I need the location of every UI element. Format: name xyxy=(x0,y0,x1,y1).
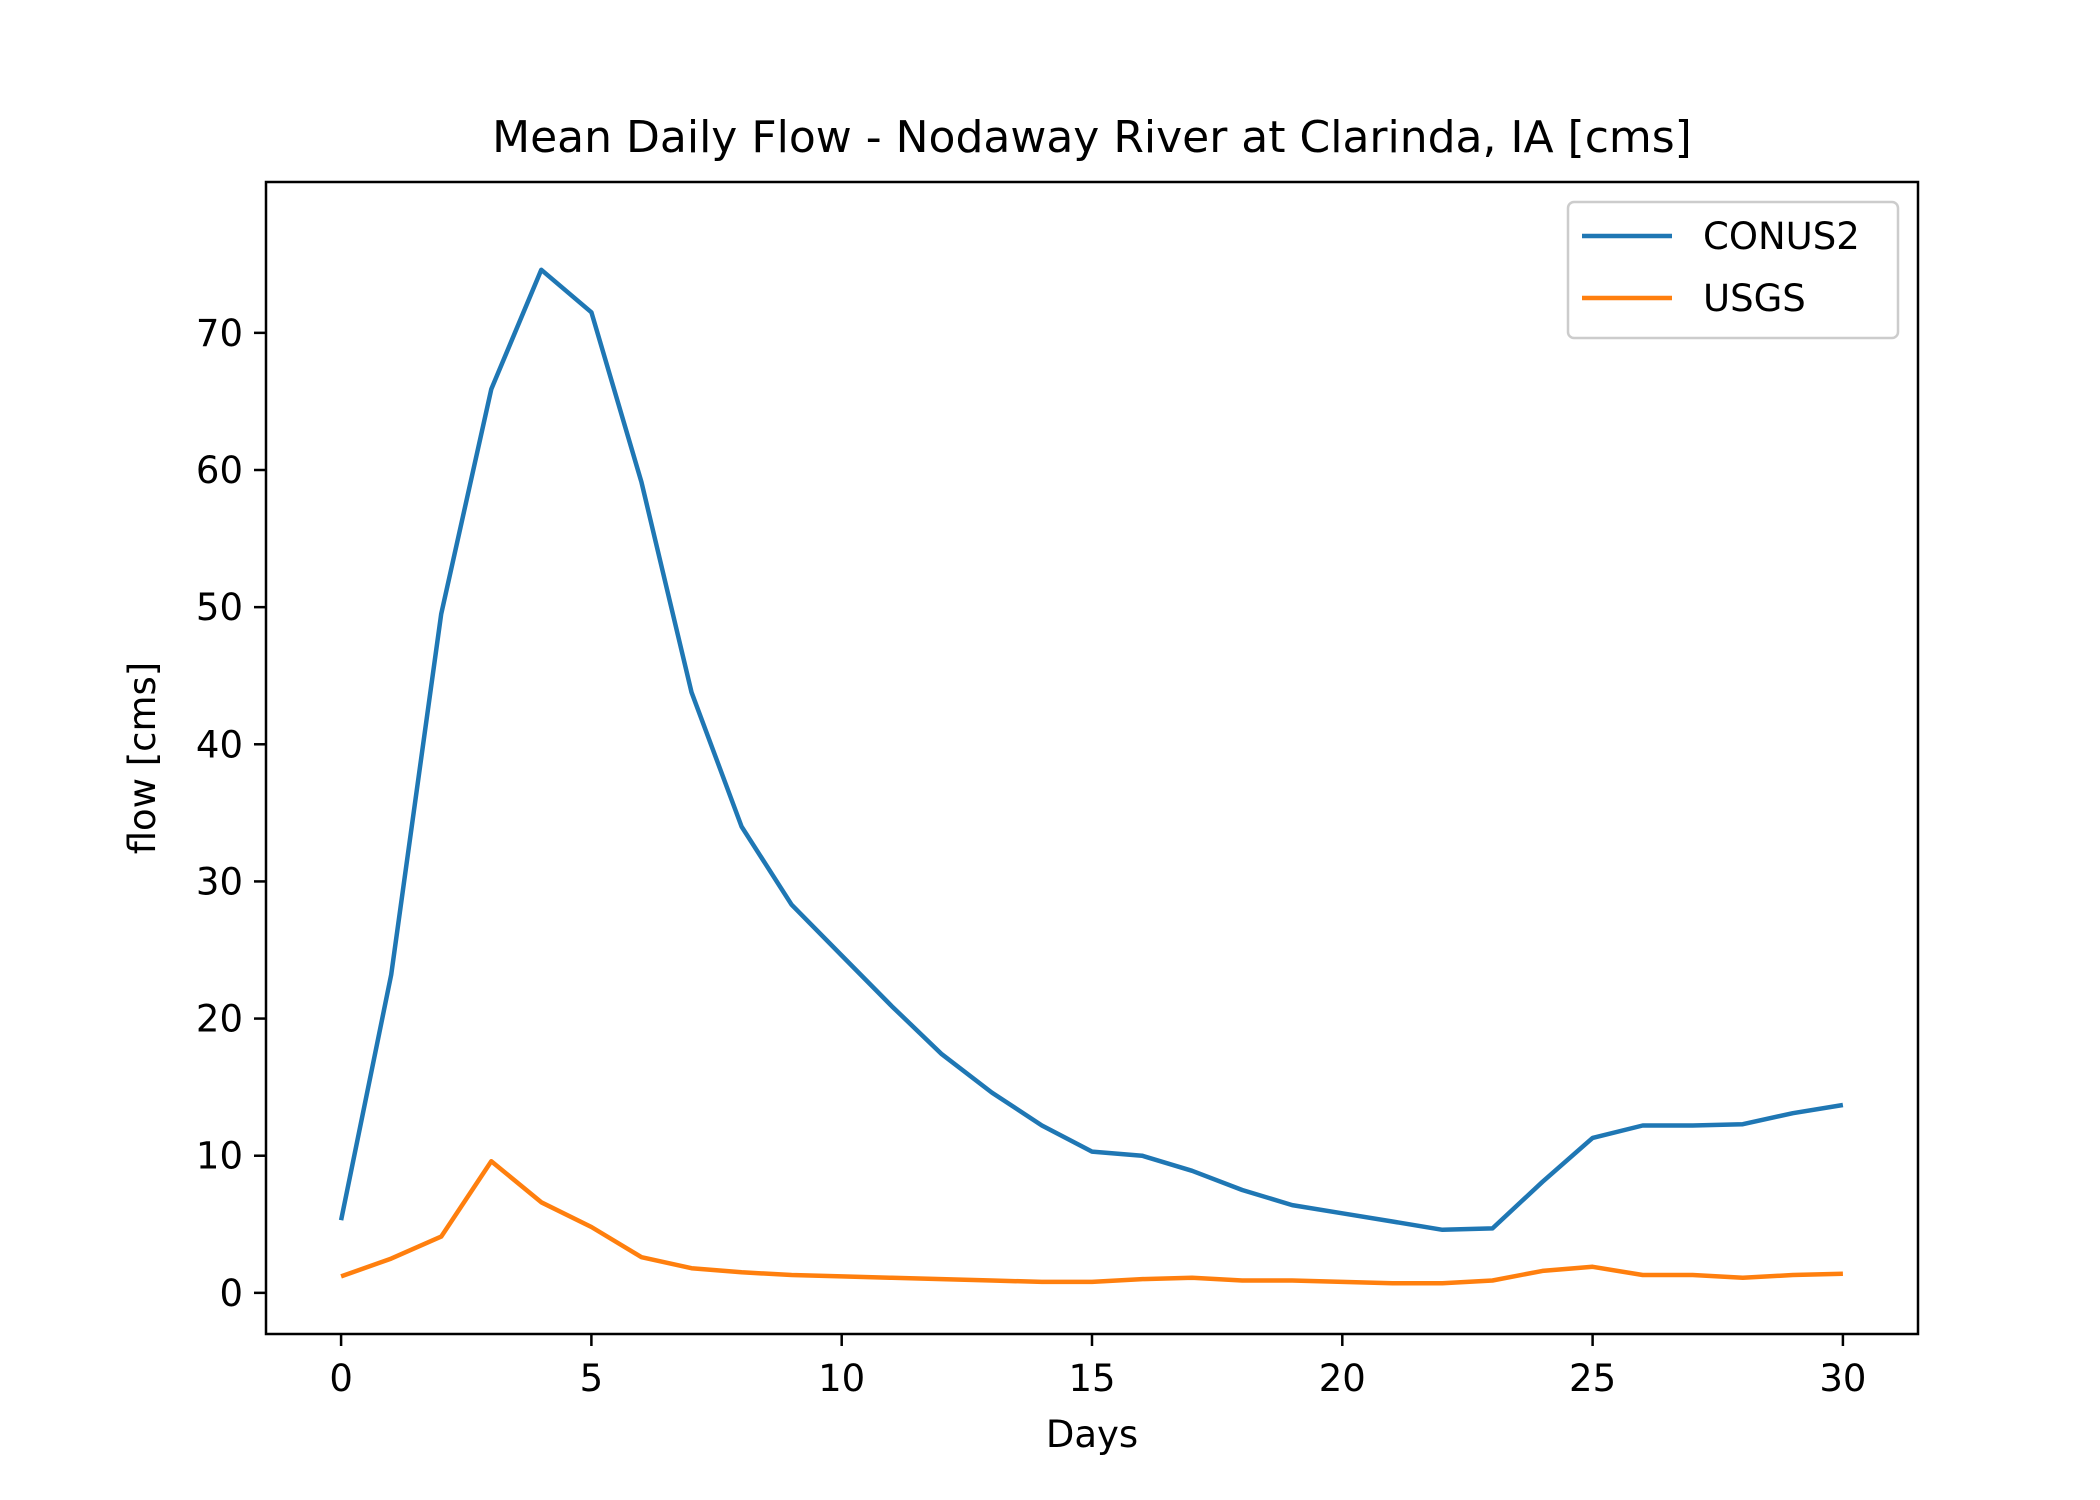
x-tick-label: 15 xyxy=(1068,1357,1115,1400)
x-tick-label: 5 xyxy=(580,1357,604,1400)
legend-label-conus2: CONUS2 xyxy=(1703,215,1860,258)
y-tick-label: 0 xyxy=(219,1272,243,1315)
series-lines xyxy=(338,267,1844,1286)
y-tick-label: 20 xyxy=(196,998,243,1041)
axis-ticks: 0 5 10 15 20 25 30 0 10 20 30 40 50 60 70 xyxy=(196,312,1867,1400)
y-tick-label: 50 xyxy=(196,586,243,629)
x-tick-label: 0 xyxy=(329,1357,353,1400)
y-axis-label: flow [cms] xyxy=(121,662,164,855)
legend-label-usgs: USGS xyxy=(1703,277,1806,320)
y-tick-label: 70 xyxy=(196,312,243,355)
plot-frame xyxy=(264,180,1920,1336)
x-tick-label: 30 xyxy=(1819,1357,1866,1400)
legend: CONUS2 USGS xyxy=(1566,200,1900,340)
y-tick-label: 10 xyxy=(196,1135,243,1178)
x-tick-label: 25 xyxy=(1569,1357,1616,1400)
series-line-conus2 xyxy=(338,267,1844,1233)
y-tick-label: 30 xyxy=(196,860,243,903)
x-tick-label: 10 xyxy=(818,1357,865,1400)
y-tick-label: 40 xyxy=(196,723,243,766)
series-line-usgs xyxy=(340,1158,1843,1286)
chart-title: Mean Daily Flow - Nodaway River at Clari… xyxy=(492,112,1692,163)
x-tick-label: 20 xyxy=(1319,1357,1366,1400)
x-axis-label: Days xyxy=(1046,1413,1138,1456)
y-tick-label: 60 xyxy=(196,449,243,492)
